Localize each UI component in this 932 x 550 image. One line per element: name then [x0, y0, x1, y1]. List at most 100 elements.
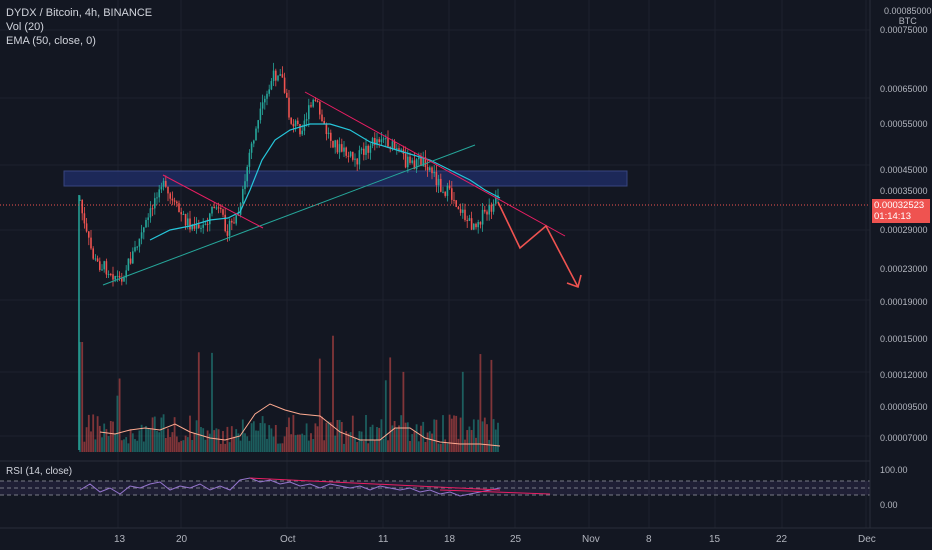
- time-tick: 15: [709, 534, 721, 545]
- volume-bar: [191, 439, 194, 452]
- candle-body: [290, 117, 292, 124]
- candle-body: [332, 140, 334, 148]
- price-axis[interactable]: 0.00075000 0.00065000 0.00055000 0.00045…: [880, 25, 928, 510]
- time-axis[interactable]: 13 20 Oct 11 18 25 Nov 8 15 22 Dec: [114, 534, 876, 545]
- candle-body: [187, 218, 189, 226]
- rsi-level-top: 100.00: [880, 465, 908, 475]
- candle-body: [437, 178, 440, 186]
- candle-body: [244, 181, 246, 190]
- volume-bar: [486, 424, 488, 452]
- volume-bar: [338, 419, 341, 452]
- candle-body: [107, 273, 110, 275]
- chart-legend[interactable]: DYDX / Bitcoin, 4h, BINANCE Vol (20) EMA…: [6, 6, 152, 48]
- volume-bar: [448, 414, 451, 452]
- volume-bar: [266, 438, 268, 452]
- candle-body: [446, 185, 449, 196]
- volume-bar: [120, 440, 123, 452]
- candle-body: [239, 203, 242, 215]
- volume-indicator-label[interactable]: Vol (20): [6, 21, 44, 33]
- volume-bar: [433, 419, 436, 452]
- volume-bar: [125, 437, 128, 452]
- volume-bar: [105, 429, 108, 452]
- projection-path[interactable]: [497, 201, 579, 288]
- candle-body: [391, 141, 394, 149]
- volume-bar: [411, 434, 414, 452]
- volume-bar: [180, 440, 183, 452]
- volume-bar: [455, 415, 458, 452]
- candle-body: [136, 246, 138, 248]
- volume-bar: [358, 431, 361, 452]
- ema-indicator-label[interactable]: EMA (50, close, 0): [6, 35, 96, 47]
- volume-bar: [354, 437, 356, 452]
- candle-body: [455, 200, 457, 207]
- volume-bar: [92, 414, 95, 452]
- time-tick: 20: [176, 534, 188, 545]
- volume-bar: [233, 436, 235, 452]
- candle-body: [270, 81, 273, 90]
- volume-bar: [468, 426, 471, 452]
- candle-body: [334, 140, 336, 148]
- volume-bar: [98, 425, 101, 452]
- volume-bar: [158, 432, 161, 452]
- volume-bar: [310, 433, 312, 452]
- falling-resistance-line-1[interactable]: [162, 174, 264, 229]
- symbol-title[interactable]: DYDX / Bitcoin, 4h, BINANCE: [6, 7, 153, 19]
- candle-body: [286, 92, 288, 98]
- candle-body: [147, 217, 149, 220]
- candle-body: [134, 247, 136, 252]
- volume-bar: [477, 419, 480, 452]
- candle-body: [215, 207, 218, 209]
- resistance-zone[interactable]: [63, 170, 628, 187]
- price-tick: 0.00007000: [880, 433, 928, 443]
- volume-bar: [127, 443, 130, 452]
- volume-bar: [391, 425, 394, 452]
- volume-bar: [470, 430, 473, 452]
- volume-bar: [103, 423, 106, 452]
- volume-bar: [202, 428, 205, 452]
- candle-body: [321, 114, 323, 122]
- volume-bar: [398, 425, 400, 452]
- candle-body: [464, 209, 466, 221]
- volume-bar: [116, 395, 119, 452]
- rsi-pane[interactable]: [0, 460, 870, 497]
- candle-body: [261, 102, 264, 109]
- price-tick: 0.00065000: [880, 84, 928, 94]
- candle-body: [200, 227, 202, 229]
- candle-body: [224, 214, 226, 232]
- candle-body: [193, 224, 196, 229]
- rising-support-line[interactable]: [102, 144, 476, 286]
- price-tick: 0.00035000: [880, 186, 928, 196]
- volume-bar: [79, 342, 81, 452]
- volume-bar: [323, 440, 326, 452]
- candle-body: [182, 213, 185, 215]
- volume-ma-line: [99, 403, 501, 447]
- candle-body: [121, 277, 123, 282]
- volume-bar: [204, 439, 207, 452]
- volume-bar: [213, 430, 216, 452]
- candle-body: [345, 147, 347, 156]
- candle-body: [272, 70, 275, 82]
- candle-body: [358, 150, 361, 165]
- rsi-indicator-label[interactable]: RSI (14, close): [6, 466, 73, 477]
- volume-bar: [442, 415, 444, 452]
- candle-body: [248, 152, 251, 167]
- volume-bar: [109, 421, 112, 452]
- candle-body: [125, 270, 127, 278]
- candle-body: [275, 70, 277, 81]
- candle-body: [369, 145, 372, 153]
- falling-resistance-line-2[interactable]: [304, 91, 566, 237]
- candle-body: [341, 144, 343, 152]
- candle-body: [246, 166, 248, 182]
- candle-body: [444, 191, 446, 196]
- volume-bar: [437, 443, 440, 452]
- volume-bar: [327, 421, 330, 452]
- candle-body: [448, 185, 451, 189]
- time-tick: 22: [776, 534, 788, 545]
- rsi-trendline: [249, 477, 501, 491]
- candle-body: [336, 140, 339, 153]
- volume-bar: [83, 441, 86, 452]
- candle-body: [422, 157, 424, 166]
- candle-body: [413, 160, 416, 170]
- candle-body: [380, 139, 383, 143]
